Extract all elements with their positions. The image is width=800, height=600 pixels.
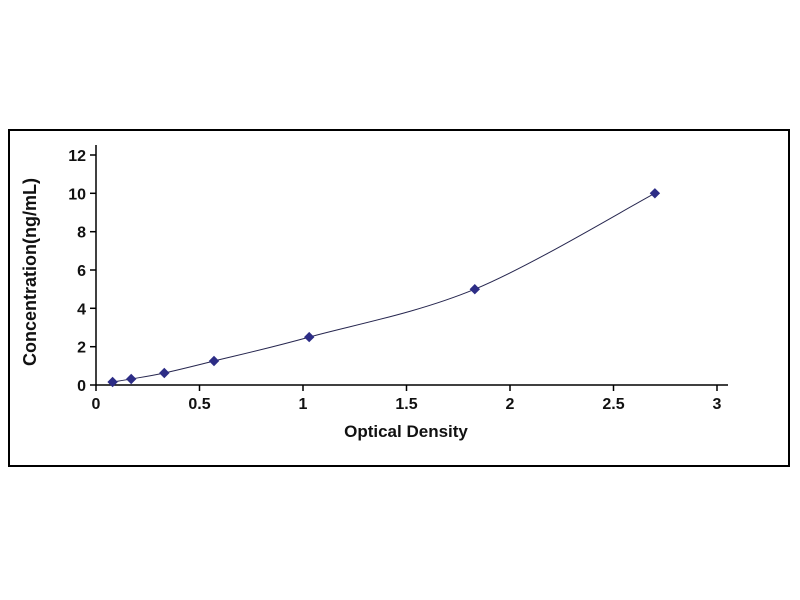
x-tick-label: 2.5 [602,396,624,413]
chart-plot-area: 0 0.5 1 1.5 2 2.5 3 0 2 4 6 8 10 12 [68,145,728,413]
x-tick-label: 3 [713,396,722,413]
data-point-marker [649,188,661,199]
data-point-marker [208,355,220,367]
x-tick-label: 1 [299,396,308,413]
data-point-marker [159,367,170,379]
y-tick-label: 12 [68,148,86,165]
x-tick-label: 0.5 [188,396,210,413]
y-tick-label: 10 [68,186,86,203]
data-point-marker [125,373,137,385]
y-tick-label: 2 [77,340,86,357]
y-axis-title: Concentration(ng/mL) [20,178,40,366]
y-tick-label: 8 [77,225,86,242]
series-line [112,192,656,383]
y-tick-label: 4 [77,301,86,318]
y-tick-label: 0 [77,378,86,395]
x-tick-label: 2 [506,396,515,413]
data-point-marker [469,283,481,295]
x-axis-title: Optical Density [344,422,468,441]
data-point-marker [303,331,315,343]
data-point-marker [107,376,118,388]
y-tick-label: 6 [77,263,86,280]
x-tick-label: 1.5 [395,396,417,413]
x-tick-label: 0 [92,396,101,413]
chart-frame: 0 0.5 1 1.5 2 2.5 3 0 2 4 6 8 10 12 Optical Density C… [8,129,790,467]
